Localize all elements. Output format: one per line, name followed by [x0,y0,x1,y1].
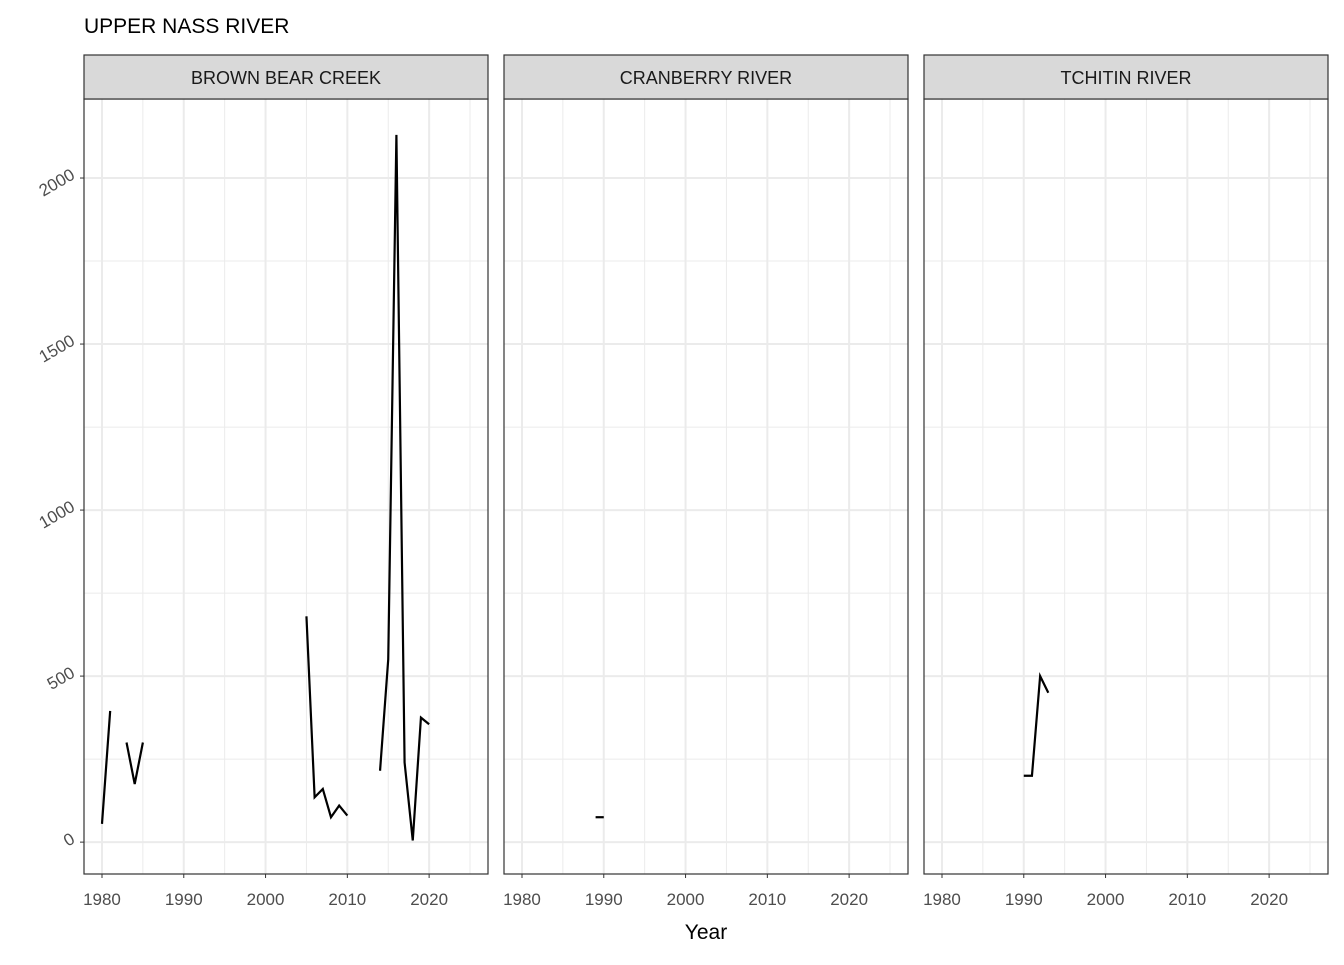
y-tick-label: 0 [60,829,78,850]
x-tick-label: 1980 [503,890,541,909]
panel-background [84,99,488,874]
x-tick-label: 2020 [1250,890,1288,909]
x-tick-label: 2010 [748,890,786,909]
strip [503,54,909,100]
x-tick-label: 2000 [667,890,705,909]
x-tick-label: 2000 [247,890,285,909]
x-tick-label: 1980 [923,890,961,909]
x-tick-label: 2020 [410,890,448,909]
x-tick-label: 2020 [830,890,868,909]
y-tick-label: 2000 [36,165,78,200]
x-tick-label: 2010 [1168,890,1206,909]
y-tick-label: 1000 [36,497,78,532]
strip [923,54,1329,100]
y-tick-label: 500 [44,663,78,694]
x-tick-label: 2000 [1087,890,1125,909]
strip-label: TCHITIN RIVER [1060,68,1191,88]
strip-label: CRANBERRY RIVER [620,68,792,88]
strip-label: BROWN BEAR CREEK [191,68,381,88]
x-tick-label: 1990 [165,890,203,909]
x-axis-label: Year [685,921,727,944]
x-tick-label: 2010 [328,890,366,909]
strip [83,54,489,100]
panel-background [924,99,1328,874]
data-line [1023,672,1050,777]
x-tick-label: 1990 [585,890,623,909]
data-line [100,134,430,841]
x-tick-label: 1990 [1005,890,1043,909]
x-tick-label: 1980 [83,890,121,909]
panel-background [504,99,908,874]
y-tick-label: 1500 [36,331,78,366]
chart-title: UPPER NASS RIVER [84,15,289,38]
